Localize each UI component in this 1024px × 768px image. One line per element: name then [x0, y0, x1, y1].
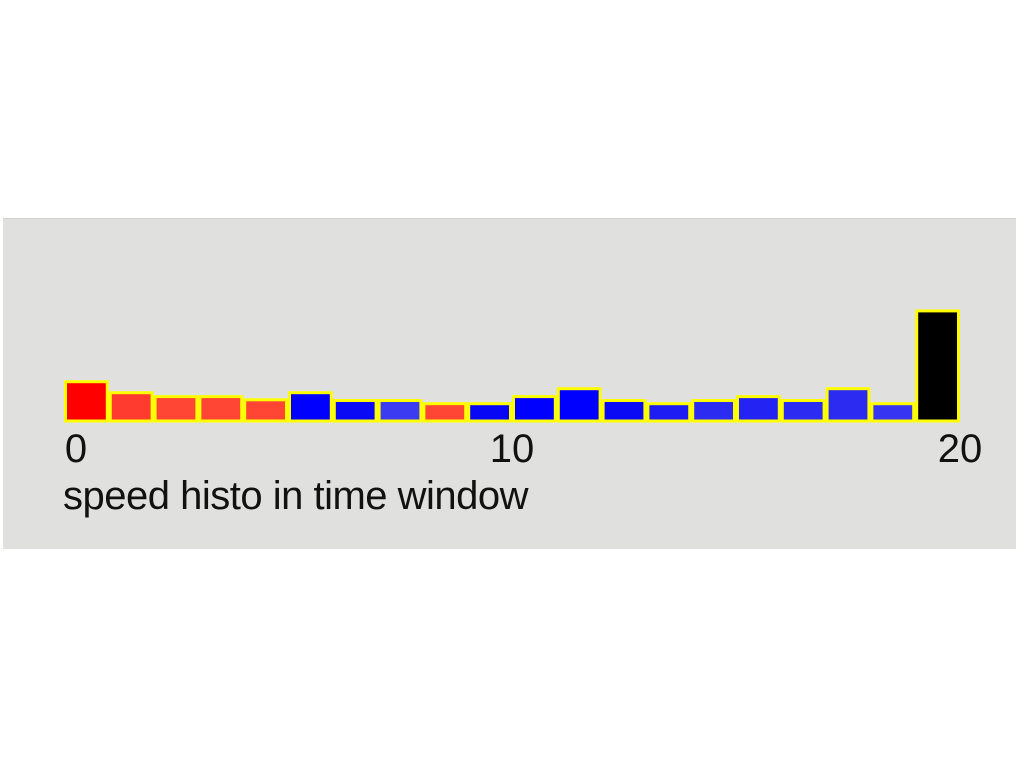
histogram-bar-0: [64, 380, 109, 423]
histogram-bar-19: [915, 309, 961, 423]
histogram-bar-6: [332, 399, 378, 423]
histogram-bar-14: [691, 399, 737, 423]
histogram-bar-5: [288, 391, 333, 423]
histogram-bar-12: [601, 399, 647, 423]
histogram-bar-9: [467, 402, 513, 423]
histogram-bars: [64, 309, 961, 423]
histogram-bar-2: [153, 395, 199, 423]
histogram-bar-7: [377, 399, 423, 423]
histogram-bar-16: [780, 399, 826, 423]
histogram-bar-3: [198, 395, 244, 423]
x-tick-label-10: 10: [489, 427, 535, 471]
histogram-bar-8: [422, 402, 468, 423]
x-tick-label-20: 20: [937, 427, 983, 471]
histogram-bar-17: [825, 387, 871, 423]
histogram-bar-15: [736, 395, 781, 423]
x-tick-label-0: 0: [64, 427, 88, 471]
chart-title: speed histo in time window: [63, 474, 529, 518]
histogram-bar-11: [556, 387, 602, 423]
histogram-bar-1: [108, 391, 154, 423]
histogram-bar-4: [243, 398, 288, 423]
histogram-bar-10: [512, 395, 557, 423]
histogram-panel: 0 10 20 speed histo in time window: [3, 218, 1016, 549]
histogram-plot: [64, 309, 961, 423]
histogram-bar-13: [646, 402, 692, 423]
histogram-bar-18: [870, 402, 916, 423]
